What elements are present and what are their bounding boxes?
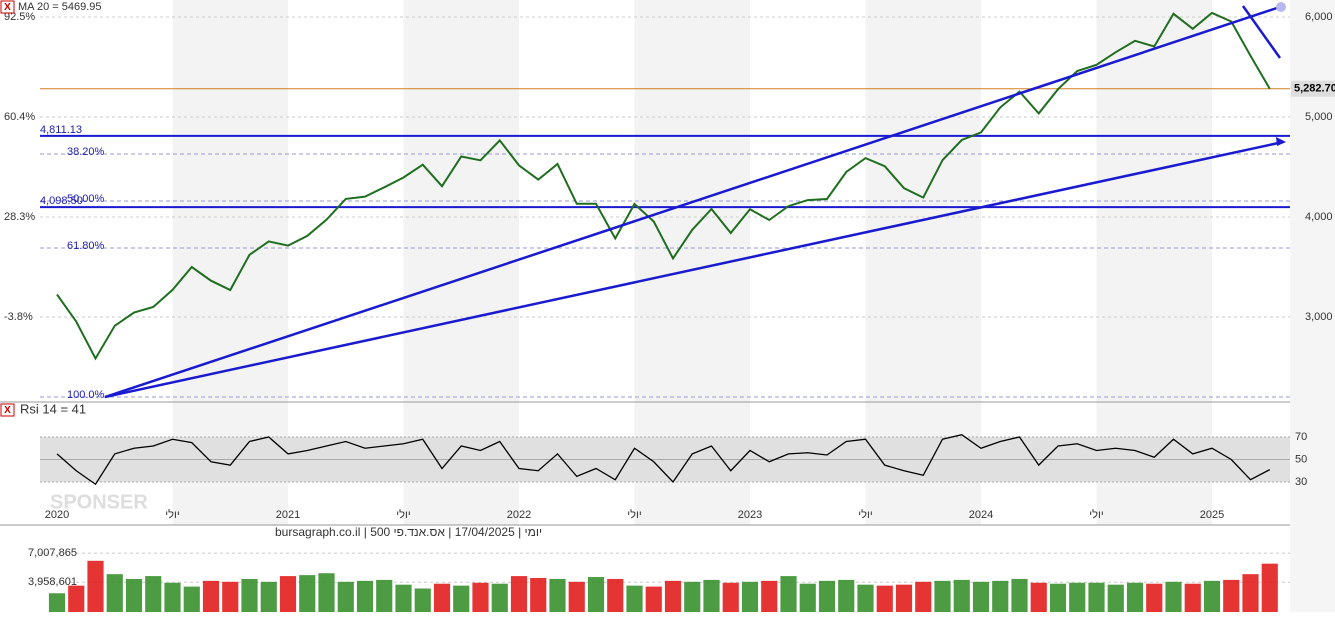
volume-bar <box>549 579 565 612</box>
y-tick-label: 7,007,865 <box>28 547 77 559</box>
y-percent-label: 28.3% <box>4 211 35 223</box>
volume-bar <box>1204 581 1220 612</box>
volume-bar <box>1069 583 1085 612</box>
y-tick-label: 6,000 <box>1305 11 1333 23</box>
volume-bar <box>800 584 816 612</box>
fib-label: 38.20% <box>67 146 105 158</box>
volume-bar <box>68 586 84 612</box>
close-icon[interactable]: X <box>4 405 11 416</box>
volume-bar <box>934 581 950 612</box>
volume-bar <box>241 579 257 612</box>
y-tick-label: 70 <box>1295 431 1307 443</box>
fib-label: 100.0% <box>67 389 105 401</box>
x-tick-label: 2021 <box>276 509 300 521</box>
fib-label: 61.80% <box>67 240 105 252</box>
volume-bar <box>684 582 700 612</box>
volume-bar <box>492 584 508 612</box>
volume-bar <box>819 581 835 612</box>
volume-bar <box>472 583 488 612</box>
x-tick-label: יולי <box>396 508 410 521</box>
y-percent-label: 60.4% <box>4 111 35 123</box>
volume-bar <box>107 574 123 612</box>
volume-bar <box>954 580 970 612</box>
y-tick-label: 5,000 <box>1305 111 1333 123</box>
last-value-label: 5,282.70 <box>1294 83 1335 95</box>
volume-bar <box>646 587 662 612</box>
y-tick-label: 3,000 <box>1305 311 1333 323</box>
volume-bar <box>395 585 411 612</box>
volume-bar <box>415 588 431 612</box>
volume-bar <box>1146 584 1162 612</box>
volume-bar <box>280 576 296 612</box>
support-label: 4,811.13 <box>40 124 82 136</box>
volume-bar <box>530 578 546 612</box>
x-tick-label: 2023 <box>738 509 762 521</box>
volume-bar <box>1031 583 1047 612</box>
volume-bar <box>742 582 758 612</box>
volume-bar <box>665 581 681 612</box>
volume-bar <box>896 585 912 612</box>
handle[interactable] <box>1276 2 1286 12</box>
volume-bar <box>607 579 623 612</box>
volume-bar <box>1262 564 1278 612</box>
volume-bar <box>184 587 200 612</box>
volume-bar <box>838 580 854 612</box>
source-caption: יומי | 17/04/2025 | אס.אנד.פי 500 | burs… <box>275 525 542 539</box>
volume-bar <box>453 586 469 612</box>
volume-bar <box>973 582 989 612</box>
sponsor-watermark: SPONSER <box>50 491 148 513</box>
volume-bar <box>857 585 873 612</box>
volume-bar <box>1088 583 1104 612</box>
y-tick-label: 30 <box>1295 476 1307 488</box>
volume-bar <box>1185 584 1201 612</box>
x-tick-label: יולי <box>165 508 179 521</box>
volume-bar <box>1108 585 1124 612</box>
volume-bar <box>126 579 142 612</box>
volume-bar <box>1223 580 1239 612</box>
support-label: 4,098.50 <box>40 195 83 207</box>
ma-label: MA 20 = 5469.95 <box>18 1 101 13</box>
volume-bar <box>877 586 893 612</box>
volume-bar <box>203 581 219 612</box>
x-tick-label: 2024 <box>969 509 993 521</box>
volume-bar <box>145 576 161 612</box>
volume-bar <box>992 581 1008 612</box>
volume-bar <box>569 582 585 612</box>
y-tick-label: 4,000 <box>1305 211 1333 223</box>
volume-bar <box>1242 574 1258 612</box>
volume-bar <box>261 582 277 612</box>
volume-bar <box>1127 583 1143 612</box>
volume-bar <box>376 580 392 612</box>
x-tick-label: יולי <box>627 508 641 521</box>
volume-bar <box>1050 584 1066 612</box>
x-tick-label: 2025 <box>1200 509 1224 521</box>
y-tick-label: 50 <box>1295 453 1307 465</box>
volume-bar <box>357 581 373 612</box>
rsi-label: Rsi 14 = 41 <box>20 401 86 416</box>
volume-bar <box>723 583 739 612</box>
volume-bar <box>761 581 777 612</box>
y-percent-label: -3.8% <box>4 311 33 323</box>
volume-bar <box>626 586 642 612</box>
volume-bar <box>318 573 334 612</box>
volume-bar <box>703 580 719 612</box>
volume-bar <box>222 582 238 612</box>
volume-bar <box>87 561 103 612</box>
volume-bar <box>299 575 315 612</box>
volume-bar <box>164 583 180 612</box>
volume-bar <box>49 593 65 612</box>
volume-bar <box>1165 582 1181 612</box>
volume-bar <box>338 582 354 612</box>
volume-bar <box>434 584 450 612</box>
close-icon[interactable]: X <box>4 2 11 13</box>
x-tick-label: 2022 <box>507 509 531 521</box>
volume-bar <box>511 576 527 612</box>
x-tick-label: יולי <box>1089 508 1103 521</box>
volume-bar <box>588 577 604 612</box>
volume-bar <box>780 576 796 612</box>
x-tick-label: יולי <box>858 508 872 521</box>
volume-bar <box>1011 579 1027 612</box>
volume-bar <box>915 582 931 612</box>
